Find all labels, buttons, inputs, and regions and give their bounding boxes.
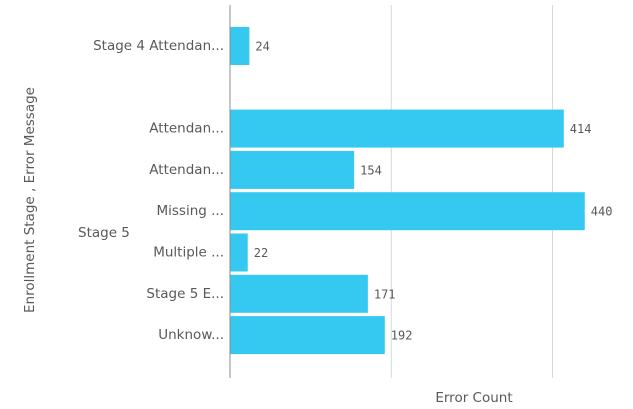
value-label: 440: [591, 205, 613, 219]
bar: [230, 233, 248, 272]
y-tick-label: Attendan...: [149, 162, 224, 178]
y-tick-label: Missing ...: [156, 203, 224, 219]
value-label: 171: [374, 287, 396, 301]
bar: [230, 316, 385, 355]
y-tick-label: Attendan...: [149, 121, 224, 137]
bar: [230, 192, 585, 231]
value-label: 22: [254, 246, 268, 260]
y-tick-label: Stage 4 Attendan...: [93, 38, 224, 54]
bar: [230, 274, 368, 313]
bar: [230, 150, 355, 189]
value-label: 24: [255, 40, 269, 54]
bar: [230, 27, 250, 65]
y-tick-label: Unknow...: [158, 327, 224, 343]
y-axis-title: Enrollment Stage , Error Message: [22, 87, 38, 313]
x-axis-title: Error Count: [435, 390, 512, 406]
y-tick-label: Stage 5 E...: [146, 286, 224, 302]
bar: [230, 109, 564, 148]
value-label: 154: [360, 163, 382, 177]
value-label: 192: [391, 329, 413, 343]
y-tick-label: Multiple ...: [153, 245, 224, 261]
group-label: Stage 5: [78, 225, 130, 241]
value-label: 414: [570, 122, 592, 136]
